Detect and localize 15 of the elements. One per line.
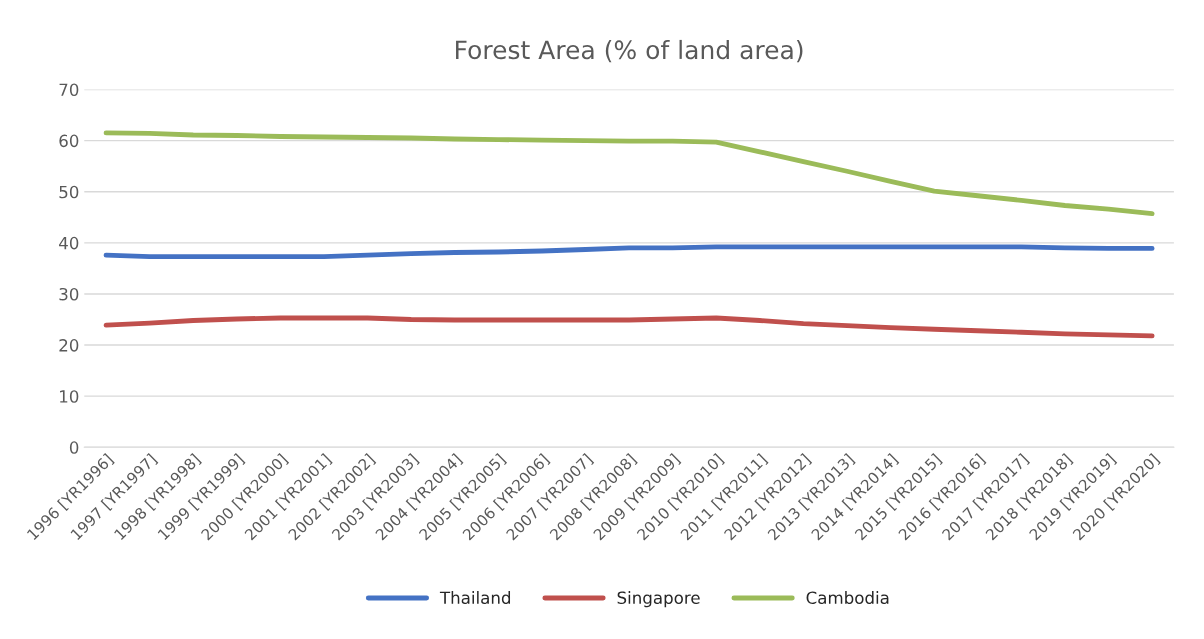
legend-label: Cambodia — [806, 591, 889, 605]
y-tick-label: 10 — [60, 390, 79, 403]
y-tick-label: 20 — [59, 339, 79, 352]
y-tick-label: 50 — [59, 185, 79, 199]
legend-label: Singapore — [617, 591, 700, 608]
y-tick-label: 40 — [59, 236, 79, 250]
legend-label: Thailand — [439, 591, 511, 605]
y-tick-label: 30 — [59, 287, 79, 301]
y-tick-label: 0 — [69, 441, 79, 454]
line-series — [103, 130, 1155, 217]
line-series — [103, 244, 1155, 260]
y-tick-label: 60 — [59, 134, 79, 148]
line-series — [103, 315, 1155, 339]
chart-title: Forest Area (% of land area) — [456, 39, 803, 63]
y-tick-label: 70 — [59, 83, 79, 97]
